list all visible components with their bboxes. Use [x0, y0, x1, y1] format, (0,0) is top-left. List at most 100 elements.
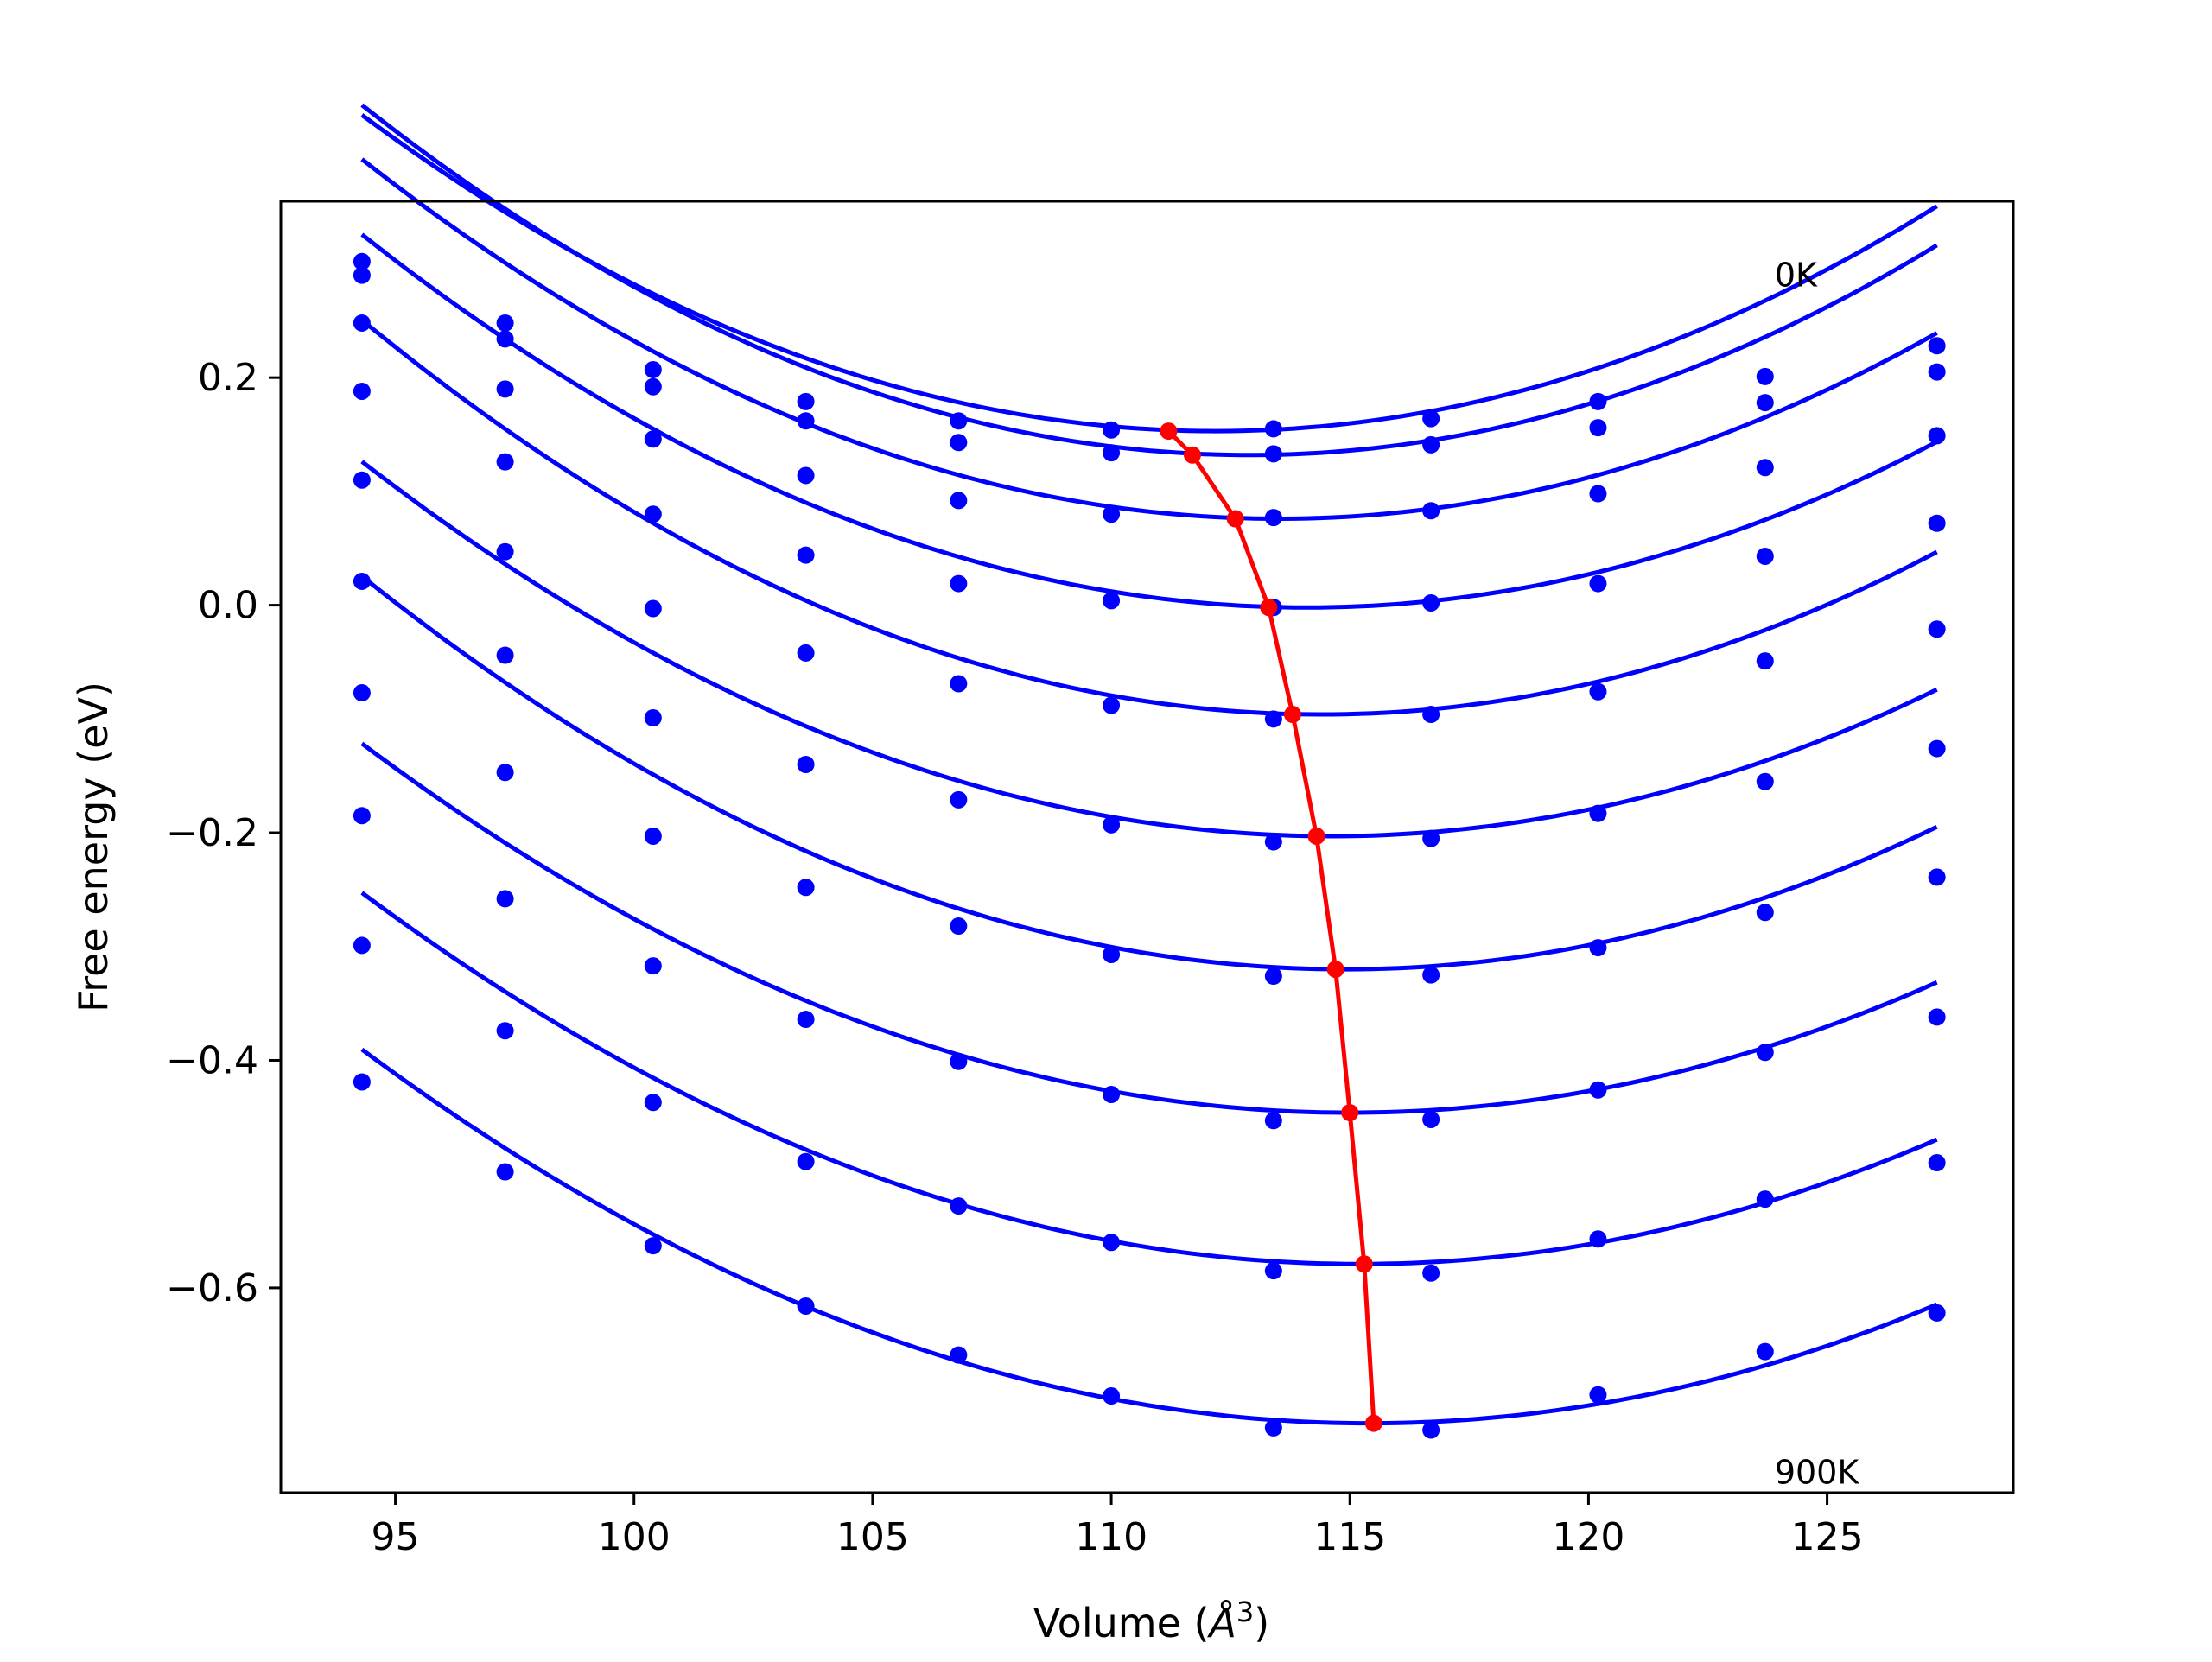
data-point-1-5	[1103, 444, 1121, 462]
data-point-8-5	[1103, 1234, 1121, 1252]
data-point-6-3	[797, 879, 815, 897]
x-tick-label-2: 105	[836, 1515, 909, 1559]
minima-path	[1166, 429, 1376, 1424]
data-point-3-1	[496, 453, 514, 471]
data-point-8-3	[797, 1152, 815, 1170]
data-point-0-3	[797, 392, 815, 410]
data-point-8-4	[950, 1197, 968, 1215]
data-point-5-0	[353, 572, 371, 590]
data-point-4-3	[797, 644, 815, 662]
y-tick-label-2: −0.2	[166, 811, 258, 855]
annotation-1: 900K	[1775, 1453, 1860, 1491]
x-tick-label-1: 100	[598, 1515, 671, 1559]
fit-curve-7	[360, 741, 1938, 1115]
data-point-1-4	[950, 434, 968, 452]
y-tick-label-4: 0.2	[198, 356, 258, 400]
data-point-1-7	[1422, 435, 1440, 454]
data-point-3-5	[1103, 592, 1121, 610]
data-point-2-7	[1422, 502, 1440, 520]
data-point-2-4	[950, 492, 968, 510]
plot-frame	[279, 200, 2015, 1494]
data-points	[353, 252, 1946, 1439]
data-point-0-4	[950, 412, 968, 430]
minima-point-5	[1307, 827, 1325, 845]
data-point-2-2	[644, 430, 662, 448]
data-point-3-0	[353, 382, 371, 400]
fit-curve-9	[360, 1047, 1938, 1426]
data-point-1-0	[353, 266, 371, 284]
data-point-4-0	[353, 471, 371, 489]
annotations: 0K 900K	[1775, 257, 1860, 1492]
data-point-1-6	[1264, 445, 1282, 463]
data-point-6-4	[950, 917, 968, 936]
fit-curve-4	[360, 318, 1938, 717]
x-tick-label-6: 125	[1791, 1515, 1864, 1559]
data-point-0-7	[1422, 409, 1440, 428]
data-point-9-7	[1422, 1421, 1440, 1439]
data-point-8-8	[1589, 1230, 1607, 1248]
y-axis-ticks: −0.6 −0.4 −0.2 0.0 0.2	[166, 356, 281, 1310]
data-point-4-5	[1103, 696, 1121, 714]
x-axis-label: Volume (Å3)	[1033, 1595, 1269, 1646]
data-point-5-1	[496, 646, 514, 664]
data-point-2-9	[1756, 459, 1774, 477]
data-point-1-9	[1756, 394, 1774, 412]
data-point-2-1	[496, 380, 514, 398]
data-point-2-6	[1264, 509, 1282, 527]
fit-curve-2	[360, 157, 1938, 522]
data-point-8-7	[1422, 1264, 1440, 1282]
data-point-4-2	[644, 599, 662, 618]
data-point-3-8	[1589, 574, 1607, 593]
data-point-4-1	[496, 542, 514, 561]
data-point-7-2	[644, 957, 662, 975]
x-tick-label-5: 120	[1552, 1515, 1624, 1559]
data-point-6-5	[1103, 945, 1121, 963]
data-point-1-3	[797, 412, 815, 430]
data-point-7-1	[496, 890, 514, 908]
data-point-9-2	[644, 1237, 662, 1255]
data-point-4-10	[1928, 620, 1946, 638]
minima-point-4	[1283, 706, 1301, 724]
data-point-9-3	[797, 1297, 815, 1315]
data-point-6-0	[353, 684, 371, 702]
data-point-0-5	[1103, 421, 1121, 439]
data-point-5-8	[1589, 804, 1607, 822]
data-point-7-4	[950, 1052, 968, 1070]
y-tick-label-0: −0.6	[166, 1266, 258, 1310]
data-point-3-10	[1928, 514, 1946, 532]
fit-curves	[360, 103, 1938, 1426]
minima-point-3	[1260, 599, 1278, 617]
data-point-5-10	[1928, 739, 1946, 758]
data-point-6-1	[496, 764, 514, 782]
fit-curve-6	[360, 574, 1938, 972]
data-point-5-5	[1103, 815, 1121, 834]
minima-point-8	[1355, 1255, 1373, 1273]
data-point-6-10	[1928, 868, 1946, 886]
data-point-4-6	[1264, 710, 1282, 728]
data-point-9-0	[353, 1073, 371, 1091]
fit-curve-3	[360, 232, 1938, 610]
data-point-8-1	[496, 1022, 514, 1040]
data-point-6-2	[644, 827, 662, 845]
data-point-9-5	[1103, 1387, 1121, 1405]
x-tick-label-0: 95	[372, 1515, 420, 1559]
data-point-2-10	[1928, 427, 1946, 445]
data-point-2-5	[1103, 505, 1121, 523]
data-point-9-8	[1589, 1386, 1607, 1404]
data-point-9-1	[496, 1163, 514, 1181]
minima-point-7	[1341, 1104, 1359, 1122]
data-point-9-4	[950, 1346, 968, 1364]
data-point-7-9	[1756, 1044, 1774, 1062]
data-point-8-10	[1928, 1154, 1946, 1172]
data-point-8-2	[644, 1094, 662, 1112]
data-point-9-6	[1264, 1418, 1282, 1437]
x-axis-ticks: 95 100 105 110 115 120 125	[372, 1493, 1864, 1559]
data-point-5-2	[644, 709, 662, 726]
data-point-6-6	[1264, 967, 1282, 985]
annotation-0: 0K	[1775, 257, 1818, 295]
minima-point-9	[1364, 1414, 1382, 1432]
data-point-1-2	[644, 377, 662, 396]
data-point-9-10	[1928, 1304, 1946, 1322]
x-tick-label-4: 115	[1313, 1515, 1386, 1559]
